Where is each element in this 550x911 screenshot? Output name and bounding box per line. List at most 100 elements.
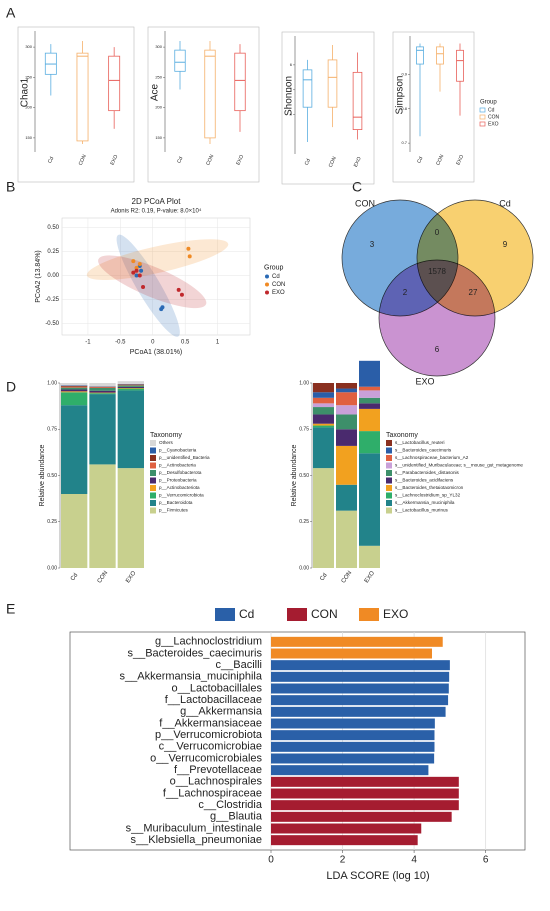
- confidence-ellipse: [98, 255, 207, 309]
- legend-swatch: [150, 500, 156, 506]
- x-tick-label: EXO: [353, 156, 363, 168]
- bar-segment: [61, 494, 88, 568]
- bar-label: s__Akkermansia_muciniphila: [120, 671, 263, 683]
- legend-label: s__Lactobacillus_reuteri: [395, 440, 445, 445]
- bar-segment: [89, 393, 116, 395]
- bar-label: o__Lachnospirales: [170, 776, 263, 788]
- x-tick-label: EXO: [125, 570, 137, 584]
- y-tick-label: 0.9: [401, 71, 407, 76]
- legend-swatch: [150, 462, 156, 469]
- x-tick-label: Cd: [319, 572, 328, 582]
- legend-label: CON: [488, 114, 500, 120]
- bar: [271, 753, 435, 764]
- bar-segment: [117, 384, 144, 385]
- bar-label: g__Blautia: [210, 811, 263, 823]
- bar: [271, 776, 459, 787]
- bar-label: g__Lachnoclostridium: [155, 636, 262, 648]
- legend-label: s__Lachnospiraceae_bacterium_A2: [395, 455, 469, 460]
- bar-segment: [313, 425, 334, 428]
- venn-count: 2: [403, 288, 408, 297]
- x-tick-label: EXO: [235, 154, 245, 166]
- bar-segment: [117, 388, 144, 391]
- bar-segment: [336, 392, 357, 406]
- box: [456, 49, 464, 82]
- bar-segment: [117, 468, 144, 568]
- bar-segment: [313, 414, 334, 424]
- y-tick-label: 300: [155, 44, 162, 49]
- bar-label: g__Akkermansia: [180, 706, 263, 718]
- bar-segment: [313, 423, 334, 426]
- bar-segment: [89, 387, 116, 388]
- bar: [271, 718, 435, 729]
- legend-swatch: [386, 455, 392, 461]
- x-tick-label: CON: [328, 155, 338, 168]
- x-tick-label: CON: [435, 153, 445, 166]
- y-tick-label: 5: [290, 87, 293, 92]
- legend-swatch: [150, 492, 156, 499]
- bar-segment: [117, 385, 144, 387]
- y-tick-label: 6: [290, 62, 293, 67]
- panel-label: E: [6, 601, 15, 617]
- bar-segment: [336, 414, 357, 430]
- y-axis-title: Shonnon: [284, 76, 295, 116]
- legend-label: Cd: [239, 607, 254, 621]
- bar-segment: [61, 387, 88, 390]
- legend-label: CON: [311, 607, 338, 621]
- bar-label: o__Lactobacillales: [171, 682, 262, 694]
- legend-swatch: [287, 608, 307, 621]
- legend-label: p__Actinobacteriota: [159, 485, 200, 490]
- y-tick-label: 250: [25, 74, 32, 79]
- bar-label: f__Akkermansiaceae: [159, 717, 262, 729]
- bar-segment: [313, 468, 334, 568]
- legend-label: s__Lachnoclostridium_sp_YL32: [395, 493, 461, 498]
- legend-label: p__Firmicutes: [159, 508, 189, 513]
- bar-segment: [359, 390, 380, 398]
- y-tick-label: 200: [155, 105, 162, 110]
- point: [134, 273, 139, 278]
- y-tick-label: 0.75: [47, 427, 57, 433]
- x-tick-label: Cd: [304, 158, 312, 167]
- bar-segment: [117, 387, 144, 389]
- legend-swatch: [386, 462, 392, 469]
- x-tick-label: EXO: [455, 154, 465, 166]
- panel-frame: [392, 31, 475, 183]
- legend-swatch: [386, 470, 392, 476]
- legend-label: Others: [159, 440, 173, 445]
- bar-segment: [117, 381, 144, 384]
- panel-label: B: [6, 179, 15, 195]
- y-tick-label: 0.25: [299, 519, 309, 525]
- panel-label: D: [6, 379, 16, 395]
- y-tick-label: 0.25: [47, 249, 59, 255]
- bar: [271, 823, 422, 834]
- x-tick-label: 0: [268, 855, 274, 866]
- bar-segment: [117, 390, 144, 469]
- x-tick-label: -0.5: [115, 340, 126, 346]
- bar-segment: [359, 545, 380, 568]
- legend-swatch: [215, 608, 235, 621]
- bar-segment: [359, 397, 380, 404]
- y-tick-label: 0.50: [299, 473, 309, 479]
- box: [352, 71, 363, 130]
- bar-segment: [359, 403, 380, 409]
- x-axis-title: LDA SCORE (log 10): [326, 870, 429, 882]
- bar-segment: [89, 386, 116, 388]
- legend-swatch: [386, 447, 392, 454]
- box: [302, 69, 313, 108]
- legend-label: s__Akkermansia_muciniphila: [395, 500, 455, 505]
- legend-label: s__Bacteroides_acidifaciens: [395, 478, 454, 483]
- legend-label: Cd: [488, 107, 495, 113]
- bar: [271, 811, 452, 822]
- y-tick-label: 0.8: [401, 106, 407, 111]
- bar-segment: [359, 360, 380, 387]
- y-tick-label: 300: [25, 44, 32, 49]
- legend-title: Taxonomy: [386, 432, 418, 439]
- y-axis-title: Ace: [150, 83, 161, 101]
- bar: [271, 788, 459, 799]
- y-tick-label: 1.00: [47, 380, 57, 386]
- legend-swatch: [150, 455, 156, 461]
- venn-set-label: Cd: [499, 198, 511, 208]
- y-tick-label: 0.50: [47, 225, 59, 231]
- bar: [271, 706, 446, 717]
- legend-label: p__unidentified_Bacteria: [159, 455, 210, 460]
